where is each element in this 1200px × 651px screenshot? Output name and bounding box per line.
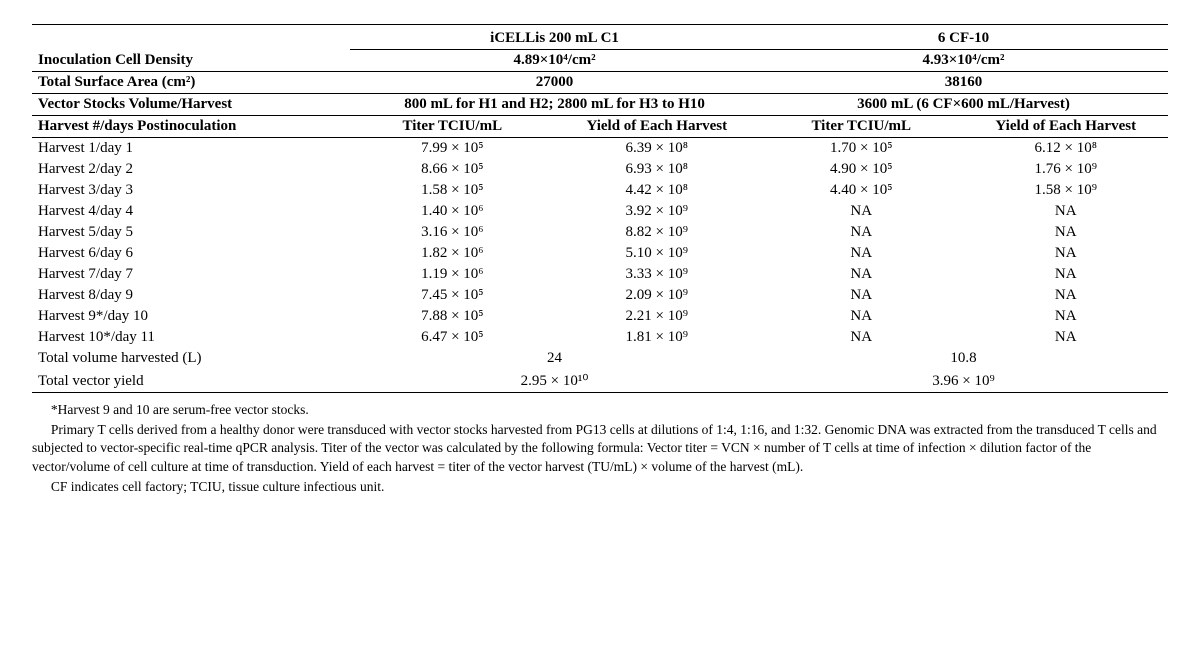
table-row: Harvest 1/day 17.99 × 10⁵6.39 × 10⁸1.70 … bbox=[32, 138, 1168, 160]
param-volume: Vector Stocks Volume/Harvest 800 mL for … bbox=[32, 94, 1168, 116]
param-area: Total Surface Area (cm²) 27000 38160 bbox=[32, 72, 1168, 94]
inoc-a: 4.89×10⁴/cm² bbox=[350, 50, 759, 72]
yield-a: 2.21 × 10⁹ bbox=[555, 306, 759, 327]
total-yield-label: Total vector yield bbox=[32, 369, 350, 393]
yield-a: 8.82 × 10⁹ bbox=[555, 222, 759, 243]
harvest-label: Harvest 2/day 2 bbox=[32, 159, 350, 180]
data-table: iCELLis 200 mL C1 6 CF-10 Inoculation Ce… bbox=[32, 24, 1168, 393]
subhead-c4: Yield of Each Harvest bbox=[963, 116, 1168, 138]
titer-a: 1.19 × 10⁶ bbox=[350, 264, 554, 285]
footnote-asterisk: *Harvest 9 and 10 are serum-free vector … bbox=[32, 401, 1168, 419]
yield-a: 3.92 × 10⁹ bbox=[555, 201, 759, 222]
total-volume-row: Total volume harvested (L) 24 10.8 bbox=[32, 348, 1168, 369]
yield-b: NA bbox=[963, 222, 1168, 243]
titer-a: 1.58 × 10⁵ bbox=[350, 180, 554, 201]
inoc-b: 4.93×10⁴/cm² bbox=[759, 50, 1168, 72]
harvest-label: Harvest 10*/day 11 bbox=[32, 327, 350, 348]
inoc-label: Inoculation Cell Density bbox=[32, 50, 350, 72]
total-vol-a: 24 bbox=[350, 348, 759, 369]
table-row: Harvest 8/day 97.45 × 10⁵2.09 × 10⁹NANA bbox=[32, 285, 1168, 306]
titer-b: 4.40 × 10⁵ bbox=[759, 180, 963, 201]
table-row: Harvest 9*/day 107.88 × 10⁵2.21 × 10⁹NAN… bbox=[32, 306, 1168, 327]
table-row: Harvest 7/day 71.19 × 10⁶3.33 × 10⁹NANA bbox=[32, 264, 1168, 285]
titer-a: 1.40 × 10⁶ bbox=[350, 201, 554, 222]
subhead-c0: Harvest #/days Postinoculation bbox=[32, 116, 350, 138]
yield-b: 1.76 × 10⁹ bbox=[963, 159, 1168, 180]
titer-a: 7.99 × 10⁵ bbox=[350, 138, 554, 160]
yield-b: NA bbox=[963, 306, 1168, 327]
group-b-header: 6 CF-10 bbox=[759, 28, 1168, 50]
yield-a: 2.09 × 10⁹ bbox=[555, 285, 759, 306]
yield-a: 4.42 × 10⁸ bbox=[555, 180, 759, 201]
group-a-header: iCELLis 200 mL C1 bbox=[350, 28, 759, 50]
titer-b: NA bbox=[759, 327, 963, 348]
subhead-c1: Titer TCIU/mL bbox=[350, 116, 554, 138]
total-vol-label: Total volume harvested (L) bbox=[32, 348, 350, 369]
titer-b: 1.70 × 10⁵ bbox=[759, 138, 963, 160]
total-yield-row: Total vector yield 2.95 × 10¹⁰ 3.96 × 10… bbox=[32, 369, 1168, 393]
yield-b: NA bbox=[963, 201, 1168, 222]
yield-a: 3.33 × 10⁹ bbox=[555, 264, 759, 285]
yield-b: 6.12 × 10⁸ bbox=[963, 138, 1168, 160]
harvest-label: Harvest 1/day 1 bbox=[32, 138, 350, 160]
yield-b: NA bbox=[963, 327, 1168, 348]
table-row: Harvest 2/day 28.66 × 10⁵6.93 × 10⁸4.90 … bbox=[32, 159, 1168, 180]
titer-b: NA bbox=[759, 243, 963, 264]
area-a: 27000 bbox=[350, 72, 759, 94]
titer-b: NA bbox=[759, 285, 963, 306]
table-row: Harvest 6/day 61.82 × 10⁶5.10 × 10⁹NANA bbox=[32, 243, 1168, 264]
yield-b: NA bbox=[963, 243, 1168, 264]
yield-a: 1.81 × 10⁹ bbox=[555, 327, 759, 348]
total-yield-b: 3.96 × 10⁹ bbox=[759, 369, 1168, 393]
table-row: Harvest 5/day 53.16 × 10⁶8.82 × 10⁹NANA bbox=[32, 222, 1168, 243]
harvest-label: Harvest 8/day 9 bbox=[32, 285, 350, 306]
titer-b: 4.90 × 10⁵ bbox=[759, 159, 963, 180]
harvest-label: Harvest 3/day 3 bbox=[32, 180, 350, 201]
subhead-c3: Titer TCIU/mL bbox=[759, 116, 963, 138]
area-b: 38160 bbox=[759, 72, 1168, 94]
yield-a: 6.93 × 10⁸ bbox=[555, 159, 759, 180]
footnote-methods: Primary T cells derived from a healthy d… bbox=[32, 421, 1168, 476]
yield-b: 1.58 × 10⁹ bbox=[963, 180, 1168, 201]
titer-b: NA bbox=[759, 306, 963, 327]
vol-b: 3600 mL (6 CF×600 mL/Harvest) bbox=[759, 94, 1168, 116]
titer-a: 1.82 × 10⁶ bbox=[350, 243, 554, 264]
footnotes: *Harvest 9 and 10 are serum-free vector … bbox=[32, 401, 1168, 496]
subhead-c2: Yield of Each Harvest bbox=[555, 116, 759, 138]
titer-b: NA bbox=[759, 264, 963, 285]
yield-a: 6.39 × 10⁸ bbox=[555, 138, 759, 160]
footnote-abbrev: CF indicates cell factory; TCIU, tissue … bbox=[32, 478, 1168, 496]
harvest-label: Harvest 9*/day 10 bbox=[32, 306, 350, 327]
yield-b: NA bbox=[963, 264, 1168, 285]
yield-b: NA bbox=[963, 285, 1168, 306]
harvest-label: Harvest 7/day 7 bbox=[32, 264, 350, 285]
titer-a: 3.16 × 10⁶ bbox=[350, 222, 554, 243]
harvest-label: Harvest 6/day 6 bbox=[32, 243, 350, 264]
total-vol-b: 10.8 bbox=[759, 348, 1168, 369]
total-yield-a: 2.95 × 10¹⁰ bbox=[350, 369, 759, 393]
titer-b: NA bbox=[759, 201, 963, 222]
titer-a: 6.47 × 10⁵ bbox=[350, 327, 554, 348]
group-header-row: iCELLis 200 mL C1 6 CF-10 bbox=[32, 28, 1168, 50]
table-row: Harvest 10*/day 116.47 × 10⁵1.81 × 10⁹NA… bbox=[32, 327, 1168, 348]
table-row: Harvest 3/day 31.58 × 10⁵4.42 × 10⁸4.40 … bbox=[32, 180, 1168, 201]
param-inoculation: Inoculation Cell Density 4.89×10⁴/cm² 4.… bbox=[32, 50, 1168, 72]
harvest-label: Harvest 4/day 4 bbox=[32, 201, 350, 222]
vol-a: 800 mL for H1 and H2; 2800 mL for H3 to … bbox=[350, 94, 759, 116]
titer-b: NA bbox=[759, 222, 963, 243]
subheader-row: Harvest #/days Postinoculation Titer TCI… bbox=[32, 116, 1168, 138]
harvest-label: Harvest 5/day 5 bbox=[32, 222, 350, 243]
table-row: Harvest 4/day 41.40 × 10⁶3.92 × 10⁹NANA bbox=[32, 201, 1168, 222]
vol-label: Vector Stocks Volume/Harvest bbox=[32, 94, 350, 116]
yield-a: 5.10 × 10⁹ bbox=[555, 243, 759, 264]
area-label: Total Surface Area (cm²) bbox=[32, 72, 350, 94]
titer-a: 7.88 × 10⁵ bbox=[350, 306, 554, 327]
titer-a: 8.66 × 10⁵ bbox=[350, 159, 554, 180]
titer-a: 7.45 × 10⁵ bbox=[350, 285, 554, 306]
